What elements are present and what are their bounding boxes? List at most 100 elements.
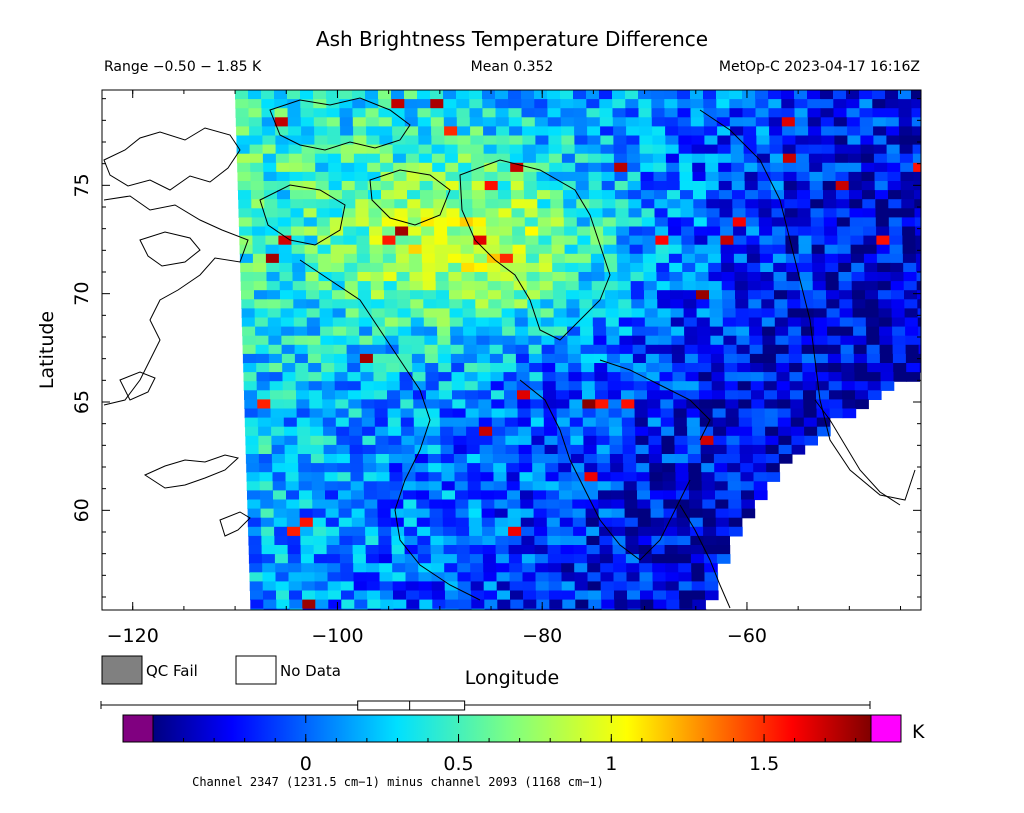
swath-pixel (242, 353, 257, 364)
swath-pixel (274, 108, 289, 118)
swath-pixel (534, 545, 549, 555)
swath-pixel (466, 454, 481, 464)
swath-pixel (359, 326, 373, 337)
swath-pixel (637, 499, 651, 510)
swath-pixel (695, 281, 710, 291)
swath-pixel (698, 363, 712, 373)
swath-pixel (286, 499, 300, 510)
swath-pixel (409, 262, 423, 273)
swath-pixel (833, 108, 848, 118)
swath-pixel (337, 463, 351, 473)
swath-pixel (599, 99, 613, 109)
swath-pixel (619, 344, 634, 355)
swath-pixel (483, 153, 498, 164)
swath-pixel (508, 108, 523, 118)
swath-pixel (737, 363, 751, 373)
swath-pixel (755, 90, 769, 100)
swath-pixel (664, 526, 678, 537)
swath-pixel (404, 545, 419, 555)
swath-pixel (338, 517, 353, 528)
swath-pixel (744, 171, 759, 182)
swath-pixel (358, 317, 373, 328)
swath-pixel (422, 281, 437, 291)
swath-pixel (613, 126, 627, 137)
swath-pixel (552, 281, 567, 291)
swath-pixel (287, 526, 301, 537)
swath-pixel (724, 363, 738, 373)
swath-pixel (495, 99, 509, 109)
swath-pixel (277, 199, 291, 209)
swath-pixel (352, 108, 367, 118)
swath-pixel (642, 244, 657, 255)
swath-pixel (581, 381, 596, 391)
swath-pixel (680, 208, 695, 218)
swath-pixel (407, 217, 422, 228)
swath-pixel (496, 144, 511, 155)
swath-pixel (548, 581, 563, 592)
swath-pixel (709, 317, 724, 328)
swath-pixel (273, 499, 287, 510)
swath-pixel (576, 190, 590, 200)
swath-pixel (827, 344, 842, 355)
swath-pixel (777, 399, 791, 410)
swath-pixel (537, 190, 551, 200)
swath-pixel (612, 108, 627, 118)
swath-pixel (499, 244, 514, 255)
swath-pixel (774, 308, 789, 319)
swath-pixel (430, 108, 445, 118)
swath-pixel (354, 599, 368, 610)
swath-pixel (241, 317, 256, 328)
swath-pixel (749, 344, 764, 355)
swath-pixel (385, 344, 400, 355)
swath-pixel (430, 117, 445, 127)
swath-pixel (400, 399, 414, 410)
swath-pixel (488, 308, 503, 319)
colorbar-ticks: 0 0.5 1 1.5 (183, 715, 857, 775)
swath-pixel (840, 353, 855, 364)
swath-pixel (377, 517, 392, 528)
swath-pixel (604, 262, 618, 273)
swath-pixel (498, 199, 512, 209)
swath-pixel (300, 526, 314, 537)
swath-pixel (395, 244, 410, 255)
swath-pixel (564, 244, 579, 255)
swath-pixel (430, 545, 445, 555)
swath-pixel (632, 344, 647, 355)
swath-pixel (405, 581, 420, 592)
swath-pixel (636, 463, 650, 473)
swath-pixel (508, 90, 522, 100)
swath-pixel (544, 426, 558, 437)
swath-pixel (717, 135, 731, 146)
swath-pixel (548, 126, 562, 137)
swath-pixel (559, 499, 573, 510)
swath-pixel (363, 463, 377, 473)
swath-pixel (651, 90, 665, 100)
swath-pixel (366, 581, 381, 592)
swath-pixel (283, 390, 297, 400)
swath-pixel (692, 599, 706, 610)
swath-pixel (729, 90, 743, 100)
swath-pixel (490, 381, 505, 391)
swath-pixel (729, 99, 743, 109)
swath-pixel (607, 363, 621, 373)
swath-pixel (489, 344, 504, 355)
swath-pixel (595, 417, 610, 428)
swath-pixel (539, 272, 554, 282)
swath-pixel (289, 590, 303, 601)
swath-pixel (501, 290, 515, 300)
swath-pixel (638, 535, 652, 546)
swath-pixel (513, 281, 528, 291)
coastline-banks-island (369, 169, 451, 226)
swath-pixel (454, 481, 469, 491)
swath-pixel (553, 308, 568, 319)
swath-pixel (289, 608, 304, 610)
swath-pixel (734, 281, 749, 291)
swath-pixel (288, 144, 303, 155)
swath-pixel (469, 535, 483, 546)
swath-pixel (258, 444, 273, 455)
swath-pixel (466, 435, 480, 446)
swath-pixel (361, 408, 376, 419)
swath-pixel (311, 472, 326, 482)
swath-pixel (770, 162, 784, 173)
swath-pixel (680, 199, 694, 209)
